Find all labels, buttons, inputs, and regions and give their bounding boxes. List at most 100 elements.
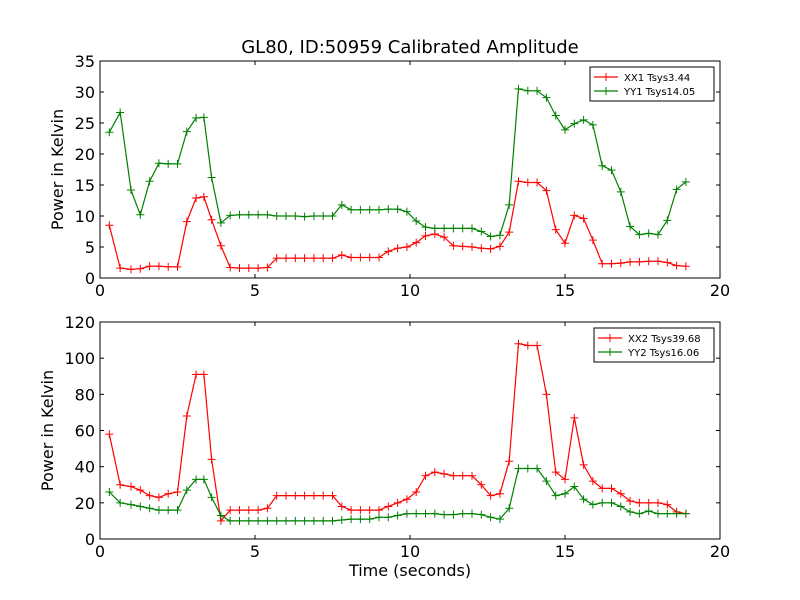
data-point	[207, 493, 216, 502]
legend: XX1 Tsys3.44 YY1 Tsys14.05	[589, 66, 715, 102]
data-point	[192, 370, 201, 379]
data-point	[254, 516, 263, 525]
data-point	[579, 460, 588, 469]
data-point	[514, 84, 523, 93]
data-point	[523, 178, 532, 187]
data-point	[154, 493, 163, 502]
data-point	[356, 205, 365, 214]
data-point	[216, 241, 225, 250]
data-point	[588, 500, 597, 509]
y-tick-label: 0	[85, 530, 95, 549]
data-point	[116, 480, 125, 489]
data-point	[440, 510, 449, 519]
data-point	[226, 506, 235, 515]
y-tick-label: 100	[64, 349, 95, 368]
data-point	[244, 264, 253, 273]
data-point	[105, 430, 114, 439]
data-point	[145, 504, 154, 513]
legend-label: YY1 Tsys14.05	[623, 87, 695, 98]
data-point	[561, 475, 569, 484]
data-point	[477, 244, 486, 253]
data-point	[328, 516, 337, 525]
data-point	[514, 177, 523, 186]
y-tick-label: 10	[75, 207, 95, 226]
data-point	[199, 113, 208, 122]
data-point	[356, 253, 365, 262]
data-point	[235, 264, 244, 273]
data-point	[207, 173, 216, 182]
data-point	[145, 177, 154, 186]
data-point	[523, 464, 532, 473]
data-point	[182, 127, 191, 136]
legend-marker	[602, 87, 610, 95]
data-point	[127, 482, 135, 491]
data-point	[154, 262, 163, 271]
data-point	[412, 238, 421, 247]
data-point	[551, 111, 560, 120]
data-point	[430, 509, 439, 518]
data-point	[127, 265, 135, 274]
data-point	[616, 187, 625, 196]
y-tick-label: 20	[75, 145, 95, 164]
data-point	[263, 210, 272, 219]
data-point	[468, 243, 476, 251]
data-point	[533, 178, 542, 187]
data-point	[328, 491, 337, 500]
legend-box	[589, 66, 715, 102]
data-point	[551, 491, 560, 500]
data-point	[579, 214, 588, 223]
data-point	[116, 498, 125, 507]
data-point	[192, 114, 201, 123]
data-point	[626, 222, 635, 231]
data-point	[402, 207, 411, 216]
data-point	[495, 489, 504, 498]
data-point	[402, 495, 411, 504]
data-point	[136, 502, 145, 511]
data-point	[486, 513, 495, 522]
y-tick-label: 15	[75, 176, 95, 195]
y-tick-label: 40	[75, 458, 95, 477]
data-point	[300, 491, 309, 500]
data-point	[663, 258, 672, 267]
data-point	[477, 510, 486, 519]
data-point	[291, 491, 300, 500]
data-point	[468, 224, 476, 233]
data-point	[319, 491, 328, 500]
series-line	[108, 88, 687, 238]
data-point	[263, 263, 272, 272]
data-point	[477, 480, 486, 489]
data-point	[105, 128, 114, 137]
data-point	[542, 93, 551, 102]
data-point	[337, 200, 346, 209]
data-point	[300, 212, 309, 221]
data-point	[375, 253, 383, 262]
legend-marker	[606, 334, 614, 342]
data-point	[309, 212, 318, 220]
data-point	[561, 125, 569, 134]
data-point	[663, 500, 672, 509]
data-point	[136, 486, 145, 495]
legend-marker	[602, 73, 610, 81]
data-point	[291, 212, 300, 220]
data-point	[282, 254, 290, 263]
data-point	[449, 241, 458, 250]
y-tick-label: 80	[75, 385, 95, 404]
data-point	[440, 224, 449, 233]
data-point	[254, 264, 263, 273]
data-point	[282, 212, 290, 220]
data-point	[375, 513, 383, 522]
data-point	[644, 498, 653, 507]
legend-marker	[606, 348, 614, 356]
data-point	[365, 515, 374, 524]
data-point	[570, 413, 579, 422]
data-point	[347, 506, 356, 515]
data-point	[495, 515, 504, 524]
data-point	[533, 86, 542, 95]
data-point	[272, 491, 281, 500]
y-tick-label: 20	[75, 494, 95, 513]
data-point	[127, 500, 135, 509]
data-point	[116, 264, 125, 273]
data-point	[254, 506, 263, 515]
data-point	[533, 464, 542, 473]
data-point	[319, 254, 328, 263]
